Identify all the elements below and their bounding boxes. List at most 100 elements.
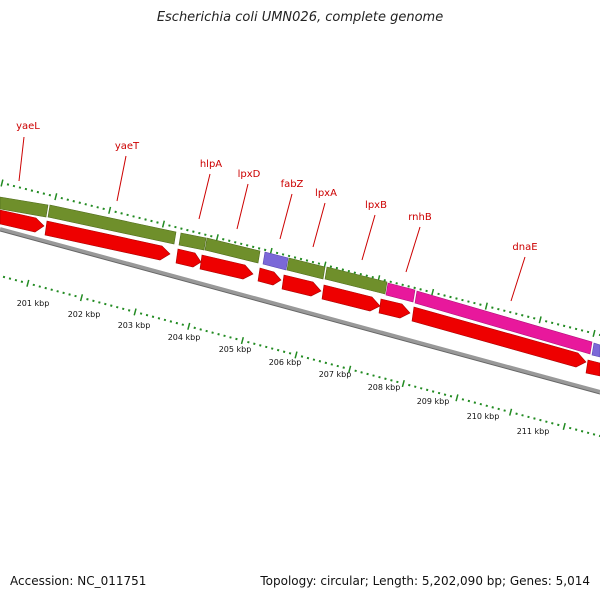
callout-line: [510, 256, 526, 302]
minor-tick: [574, 428, 578, 431]
major-tick: [508, 408, 513, 416]
minor-tick: [497, 407, 500, 411]
major-tick: [187, 322, 191, 330]
minor-tick: [199, 328, 202, 331]
gene-label: yaeL: [16, 121, 40, 132]
minor-tick: [276, 348, 280, 352]
backbone: [0, 227, 600, 395]
minor-tick: [336, 364, 339, 368]
minor-tick: [229, 336, 232, 339]
minor-tick: [431, 390, 435, 393]
cds-arrow: [281, 274, 322, 297]
callout-line: [18, 136, 25, 182]
minor-tick: [473, 401, 477, 404]
major-tick: [401, 379, 405, 388]
major-tick: [484, 302, 488, 310]
feature-segment: [178, 232, 207, 251]
minor-tick: [110, 304, 113, 307]
minor-tick: [282, 350, 286, 353]
gene-label: lpxB: [365, 200, 387, 211]
minor-tick: [157, 317, 161, 320]
feature-segment: [0, 196, 49, 218]
major-tick: [0, 179, 4, 187]
minor-tick: [205, 329, 208, 333]
minor-tick: [485, 404, 488, 408]
cds-arrow: [199, 254, 254, 280]
minor-tick: [121, 307, 125, 311]
minor-tick: [586, 431, 590, 435]
minor-tick: [342, 366, 345, 369]
minor-tick: [169, 320, 173, 323]
minor-tick: [56, 290, 59, 293]
major-tick: [348, 365, 352, 373]
minor-tick: [580, 430, 584, 433]
scale-label: 202 kbp: [68, 310, 101, 319]
genome-summary-text: Topology: circular; Length: 5,202,090 bp…: [260, 574, 590, 588]
minor-tick: [104, 302, 107, 306]
minor-tick: [127, 309, 131, 312]
minor-tick: [467, 399, 471, 403]
minor-tick: [557, 423, 560, 427]
minor-tick: [14, 278, 18, 282]
major-tick: [79, 294, 84, 302]
minor-tick: [175, 321, 179, 325]
minor-tick: [62, 291, 65, 295]
minor-tick: [247, 340, 250, 344]
callout-line: [279, 193, 293, 240]
minor-tick: [32, 283, 36, 287]
gene-label: yaeT: [115, 141, 140, 152]
minor-tick: [211, 331, 214, 334]
scale-label: 203 kbp: [118, 321, 151, 330]
minor-tick: [50, 288, 53, 291]
cds-arrow: [321, 284, 381, 312]
scale-label: 205 kbp: [219, 345, 252, 354]
minor-tick: [551, 422, 554, 425]
callout-line: [361, 214, 376, 261]
gene-label: fabZ: [281, 179, 304, 190]
gene-label: rnhB: [408, 212, 432, 223]
scale-label: 211 kbp: [517, 427, 550, 436]
minor-tick: [193, 326, 196, 330]
gene-callout-rnhB: rnhB: [405, 212, 432, 273]
minor-tick: [354, 369, 357, 373]
scale-label: 206 kbp: [269, 358, 302, 367]
minor-tick: [306, 356, 310, 360]
minor-tick: [253, 342, 256, 346]
cds-arrow: [175, 248, 202, 268]
minor-tick: [515, 412, 518, 415]
major-tick: [26, 279, 30, 287]
minor-tick: [414, 385, 417, 388]
scale-label: 210 kbp: [467, 412, 500, 421]
scale-label: 207 kbp: [319, 370, 352, 379]
gene-labels: yaeL yaeT hlpA lpxD fabZ lpxA lpxB rnhB dnaE: [16, 121, 538, 302]
cds-arrow: [44, 220, 171, 261]
minor-tick: [163, 318, 167, 322]
minor-tick: [74, 294, 77, 298]
minor-tick: [312, 358, 316, 361]
minor-tick: [217, 333, 220, 336]
minor-tick: [521, 414, 524, 417]
major-tick: [592, 329, 596, 338]
cds-arrow: [585, 359, 600, 377]
minor-tick: [98, 301, 101, 304]
minor-tick: [223, 334, 226, 338]
minor-tick: [592, 433, 596, 436]
feature-segment: [414, 290, 593, 355]
minor-tick: [288, 352, 292, 355]
minor-tick: [139, 312, 143, 315]
major-tick: [54, 193, 58, 201]
callout-line: [405, 226, 421, 273]
cds-arrow: [257, 267, 282, 286]
minor-tick: [116, 305, 119, 309]
minor-tick: [38, 285, 41, 288]
minor-tick: [437, 391, 441, 395]
minor-tick: [92, 299, 95, 303]
scale-label: 209 kbp: [417, 397, 450, 406]
minor-tick: [360, 371, 363, 374]
minor-tick: [539, 418, 542, 422]
gene-callout-lpxB: lpxB: [361, 200, 387, 261]
gene-label: lpxA: [315, 188, 337, 199]
scale-label: 208 kbp: [368, 383, 401, 392]
minor-tick: [20, 280, 24, 283]
